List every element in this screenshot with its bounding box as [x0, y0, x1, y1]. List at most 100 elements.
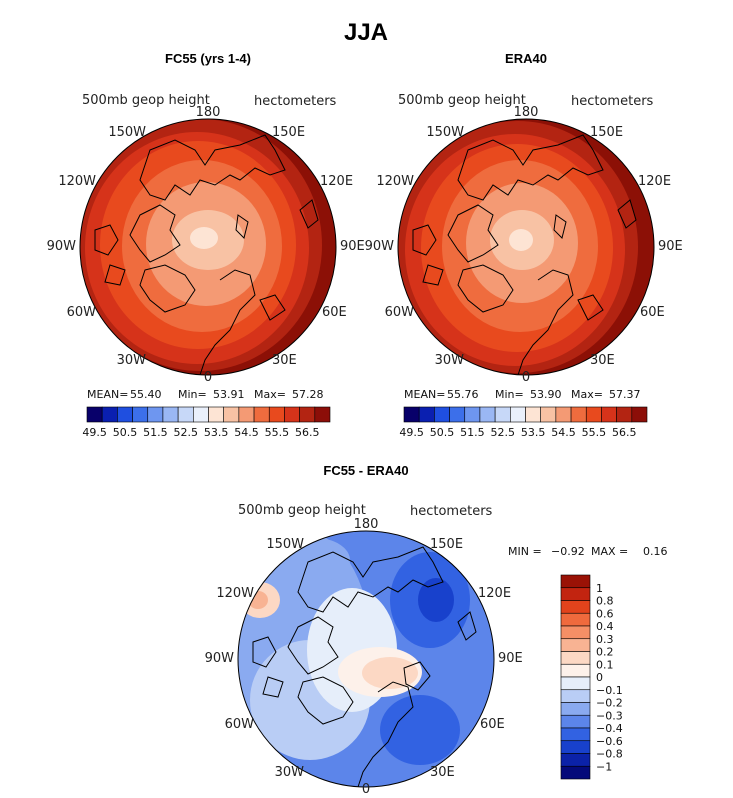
colorbar-tick-label: −0.8 [596, 748, 623, 761]
colorbar-swatch [560, 740, 591, 754]
lon-label-150w: 150W [266, 537, 304, 552]
min-label: Min= [495, 388, 524, 401]
lon-label-120w: 120W [58, 174, 96, 189]
max-label: Max= [571, 388, 603, 401]
colorbar-swatch [147, 406, 164, 423]
lon-label-0: 0 [522, 370, 530, 385]
mean-value: 55.76 [447, 388, 479, 401]
lon-label-180: 180 [196, 105, 221, 120]
lon-label-90e: 90E [498, 651, 523, 666]
colorbar-swatch [525, 406, 541, 423]
colorbar-tick-label: 50.5 [113, 426, 138, 439]
field-label: 500mb geop height [398, 93, 526, 108]
mean-label: MEAN= [87, 388, 128, 401]
lon-label-60e: 60E [640, 305, 665, 320]
colorbar-swatch [560, 638, 591, 652]
colorbar-swatch [177, 406, 194, 423]
colorbar-swatch [284, 406, 300, 423]
colorbar-tick-label: 0 [596, 671, 603, 684]
colorbar-tick-label: 0.8 [596, 595, 614, 608]
lon-label-30e: 30E [272, 353, 297, 368]
colorbar-tick-label: 53.5 [204, 426, 229, 439]
colorbar-swatch [560, 714, 591, 729]
colorbar-swatch [560, 663, 591, 678]
colorbar-swatch [560, 702, 591, 716]
units-label: hectometers [254, 94, 337, 109]
colorbar-swatch [585, 406, 602, 423]
min-label: Min= [178, 388, 207, 401]
colorbar-tick-label: 54.5 [551, 426, 576, 439]
colorbar-tick-label: 49.5 [399, 426, 424, 439]
colorbar-tick-label: 55.5 [582, 426, 607, 439]
max-label: MAX = [591, 545, 628, 558]
colorbar-swatch [434, 406, 450, 423]
colorbar-tick-label: 50.5 [430, 426, 455, 439]
lon-label-60w: 60W [225, 717, 255, 732]
colorbar-tick-label: −0.4 [596, 722, 623, 735]
lon-label-90w: 90W [365, 239, 395, 254]
colorbar-swatch [510, 406, 526, 423]
mean-value: 55.40 [130, 388, 162, 401]
longitude-labels: 180 150E 120E 90E 60E 30E 0 30W 60W 90W … [365, 105, 683, 385]
colorbar-tick-label: 52.5 [490, 426, 515, 439]
colorbar-tick-label: 51.5 [460, 426, 485, 439]
units-label: hectometers [410, 504, 493, 519]
colorbar-swatch [162, 406, 179, 423]
lon-label-60e: 60E [322, 305, 347, 320]
lon-label-0: 0 [204, 370, 212, 385]
units-label: hectometers [571, 94, 654, 109]
colorbar-tick-label: 0.3 [596, 633, 614, 646]
height-colorbar: 49.5 50.5 51.5 52.5 53.5 54.5 55.5 56.5 [399, 406, 648, 439]
colorbar-swatch [570, 406, 587, 423]
colorbar-swatch [560, 587, 591, 601]
colorbar-swatch [560, 753, 591, 767]
min-value: −0.92 [551, 545, 585, 558]
lon-label-120e: 120E [638, 174, 671, 189]
colorbar-swatch [560, 612, 591, 627]
lon-label-30w: 30W [435, 353, 465, 368]
lon-label-120w: 120W [216, 586, 254, 601]
max-value: 0.16 [643, 545, 668, 558]
lon-label-180: 180 [514, 105, 539, 120]
colorbar-tick-label: 53.5 [521, 426, 546, 439]
colorbar-tick-label: −0.1 [596, 684, 623, 697]
max-value: 57.28 [292, 388, 324, 401]
panel-era40: ERA40 500mb geop height hectometers 180 … [365, 51, 683, 439]
lon-label-60w: 60W [67, 305, 97, 320]
panel-title: FC55 (yrs 1-4) [165, 51, 251, 66]
lon-label-150e: 150E [430, 537, 463, 552]
lon-label-90w: 90W [47, 239, 77, 254]
colorbar-tick-label: −0.2 [596, 697, 623, 710]
lon-label-150w: 150W [108, 125, 146, 140]
colorbar-swatch [560, 625, 591, 640]
colorbar-tick-label: 0.4 [596, 620, 614, 633]
colorbar-swatch [631, 406, 648, 423]
stats-line: MEAN= 55.40 Min= 53.91 Max= 57.28 [87, 388, 324, 401]
colorbar-swatch [132, 406, 149, 423]
lon-label-120w: 120W [376, 174, 414, 189]
colorbar-swatch [101, 406, 118, 423]
colorbar-tick-label: 0.6 [596, 607, 614, 620]
panel-title: FC55 - ERA40 [323, 463, 408, 478]
colorbar-tick-label: 54.5 [234, 426, 259, 439]
min-value: 53.90 [530, 388, 562, 401]
mean-label: MEAN= [404, 388, 445, 401]
lon-label-180: 180 [354, 517, 379, 532]
figure-title: JJA [344, 19, 388, 46]
colorbar-swatch [494, 406, 511, 423]
colorbar-tick-label: 56.5 [612, 426, 637, 439]
lon-label-30w: 30W [117, 353, 147, 368]
polar-map [398, 119, 654, 375]
colorbar-swatch [560, 651, 591, 665]
colorbar-tick-label: 0.1 [596, 658, 614, 671]
lon-label-90e: 90E [658, 239, 683, 254]
colorbar-tick-label: 49.5 [82, 426, 107, 439]
colorbar-swatch [560, 689, 591, 703]
colorbar-swatch [560, 727, 591, 742]
colorbar-tick-label: 1 [596, 582, 603, 595]
colorbar-swatch [601, 406, 617, 423]
colorbar-swatch [449, 406, 466, 423]
lon-label-30e: 30E [590, 353, 615, 368]
panel-fc55: FC55 (yrs 1-4) 500mb geop height hectome… [47, 51, 365, 439]
